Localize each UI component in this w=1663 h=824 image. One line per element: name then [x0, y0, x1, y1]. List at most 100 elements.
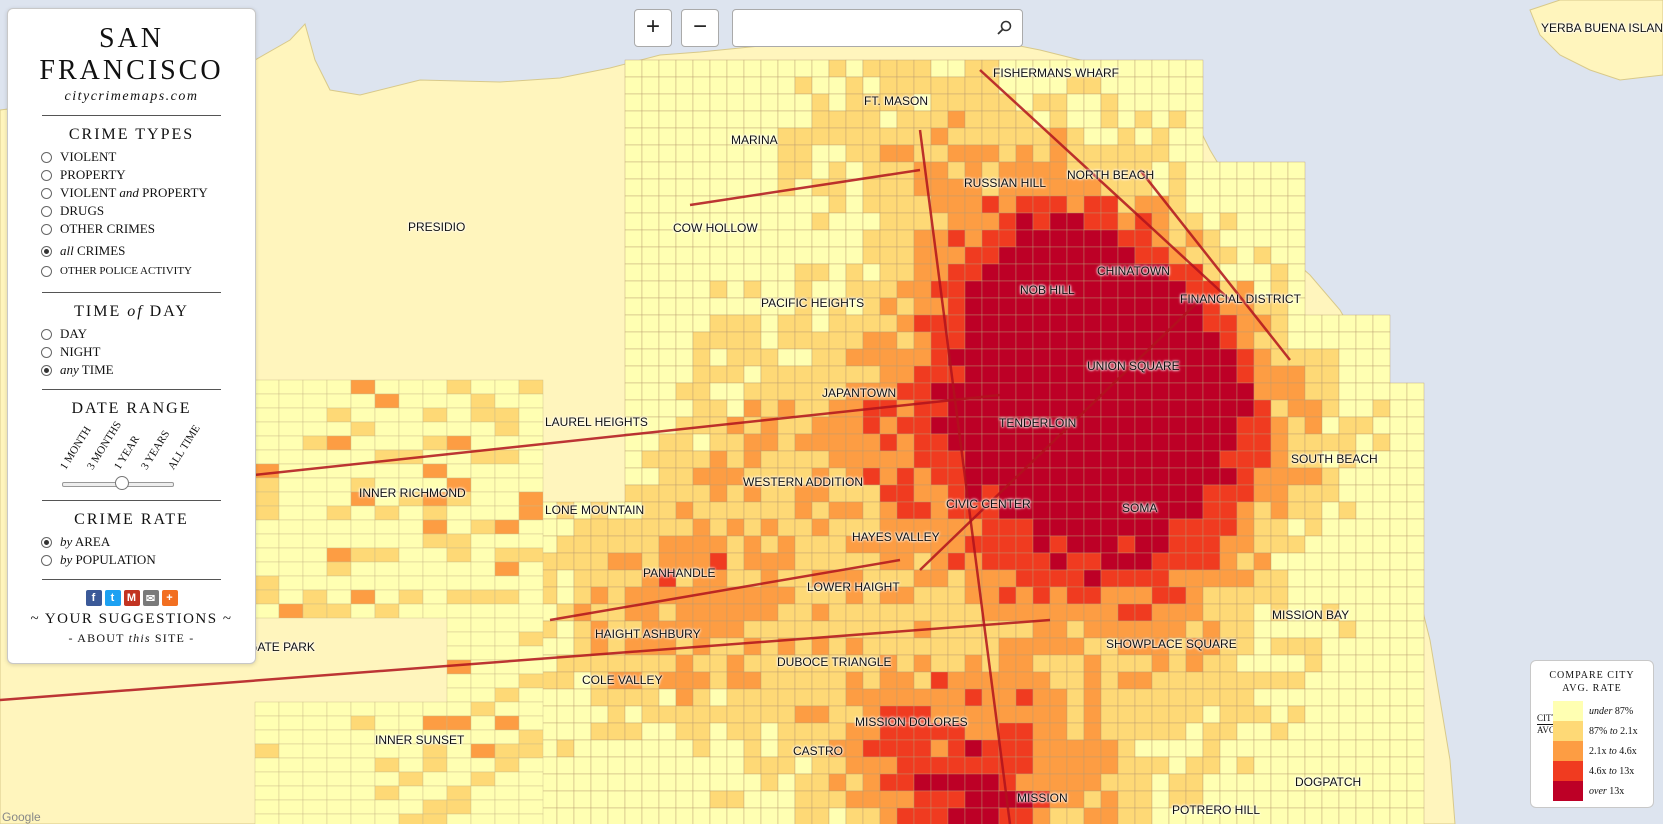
crime-cell — [1338, 637, 1357, 656]
crime-cell — [1168, 552, 1187, 571]
radio-button[interactable] — [41, 223, 52, 235]
email-icon[interactable]: ✉ — [142, 590, 159, 606]
gmail-icon[interactable]: M — [123, 590, 140, 606]
search-input[interactable] — [741, 10, 985, 46]
twitter-icon[interactable]: t — [104, 590, 121, 606]
radio-button[interactable] — [41, 536, 52, 548]
crime-cell — [947, 76, 966, 95]
crime-cell — [254, 729, 280, 745]
radio-option[interactable]: OTHER POLICE ACTIVITY — [41, 260, 239, 282]
date-range-label[interactable]: ALL TIME — [165, 422, 203, 472]
social-share-icons: f t M ✉ + — [24, 590, 239, 606]
radio-button[interactable] — [41, 169, 52, 181]
crime-cell — [1185, 331, 1204, 350]
crime-cell — [398, 463, 424, 479]
crime-cell — [326, 505, 352, 521]
crime-cell — [422, 561, 448, 577]
radio-option[interactable]: DAY — [41, 325, 239, 343]
slider-thumb[interactable] — [115, 476, 129, 490]
crime-cell — [422, 421, 448, 437]
crime-cell — [1083, 654, 1102, 673]
radio-button[interactable] — [41, 205, 52, 217]
radio-button[interactable] — [41, 346, 52, 358]
radio-option[interactable]: VIOLENT and PROPERTY — [41, 184, 239, 202]
crime-cell — [760, 110, 779, 129]
about-link[interactable]: - ABOUT this SITE - — [24, 631, 239, 646]
radio-option[interactable]: DRUGS — [41, 202, 239, 220]
crime-cell — [760, 297, 779, 316]
crime-cell — [254, 491, 280, 507]
crime-cell — [1253, 348, 1272, 367]
crime-cell — [398, 407, 424, 423]
zoom-out-button[interactable]: − — [681, 9, 719, 47]
crime-cell — [692, 501, 711, 520]
crime-cell — [828, 331, 847, 350]
crime-cell — [1151, 569, 1170, 588]
radio-option[interactable]: by POPULATION — [41, 551, 239, 569]
crime-cell — [1270, 178, 1289, 197]
legend-row: 4.6x to 13x — [1553, 761, 1653, 781]
crime-cell — [1355, 501, 1374, 520]
facebook-icon[interactable]: f — [85, 590, 102, 606]
crime-cell — [1253, 790, 1272, 809]
crime-cell — [1100, 552, 1119, 571]
date-range-slider[interactable] — [62, 476, 174, 490]
crime-cell — [981, 280, 1000, 299]
crime-cell — [1151, 603, 1170, 622]
crime-cell — [811, 297, 830, 316]
crime-cell — [1083, 569, 1102, 588]
crime-cell — [845, 535, 864, 554]
crime-cell — [1219, 688, 1238, 707]
radio-option[interactable]: any TIME — [41, 361, 239, 379]
crime-cell — [1066, 348, 1085, 367]
radio-button[interactable] — [41, 554, 52, 566]
radio-button[interactable] — [41, 364, 52, 376]
crime-cell — [658, 552, 677, 571]
crime-cell — [1134, 535, 1153, 554]
date-range-label[interactable]: 1 YEAR — [111, 433, 143, 472]
suggestions-link[interactable]: ~ YOUR SUGGESTIONS ~ — [30, 611, 233, 627]
radio-option[interactable]: VIOLENT — [41, 148, 239, 166]
crime-cell — [1321, 399, 1340, 418]
crime-cell — [862, 671, 881, 690]
radio-option[interactable]: PROPERTY — [41, 166, 239, 184]
crime-cell — [1287, 586, 1306, 605]
crime-cell — [845, 161, 864, 180]
crime-cell — [1253, 807, 1272, 824]
crime-cell — [641, 450, 660, 469]
crime-cell — [1304, 569, 1323, 588]
radio-option[interactable]: OTHER CRIMES — [41, 220, 239, 238]
crime-cell — [658, 637, 677, 656]
crime-cell — [1219, 229, 1238, 248]
crime-cell — [1304, 416, 1323, 435]
search-icon[interactable] — [996, 20, 1012, 36]
share-plus-icon[interactable]: + — [161, 590, 178, 606]
crime-cell — [641, 144, 660, 163]
radio-option[interactable]: by AREA — [41, 533, 239, 551]
crime-cell — [254, 785, 280, 801]
crime-cell — [1389, 688, 1408, 707]
crime-cell — [1321, 331, 1340, 350]
radio-button[interactable] — [41, 245, 52, 257]
radio-button[interactable] — [41, 328, 52, 340]
radio-button[interactable] — [41, 151, 52, 163]
crime-cell — [658, 484, 677, 503]
crime-cell — [350, 785, 376, 801]
radio-option[interactable]: NIGHT — [41, 343, 239, 361]
crime-cell — [1066, 331, 1085, 350]
radio-option[interactable]: all CRIMES — [41, 242, 239, 260]
crime-cell — [446, 533, 472, 549]
crime-cell — [1049, 756, 1068, 775]
zoom-in-button[interactable]: + — [634, 9, 672, 47]
crime-cell — [494, 379, 520, 395]
radio-button[interactable] — [41, 265, 52, 277]
crime-cell — [422, 533, 448, 549]
option-label: CRIMES — [73, 243, 126, 258]
crime-cell — [998, 484, 1017, 503]
crime-cell — [1049, 93, 1068, 112]
radio-button[interactable] — [41, 187, 52, 199]
crime-cell — [743, 365, 762, 384]
crime-cell — [692, 552, 711, 571]
crime-cell — [470, 533, 496, 549]
crime-cell — [760, 773, 779, 792]
